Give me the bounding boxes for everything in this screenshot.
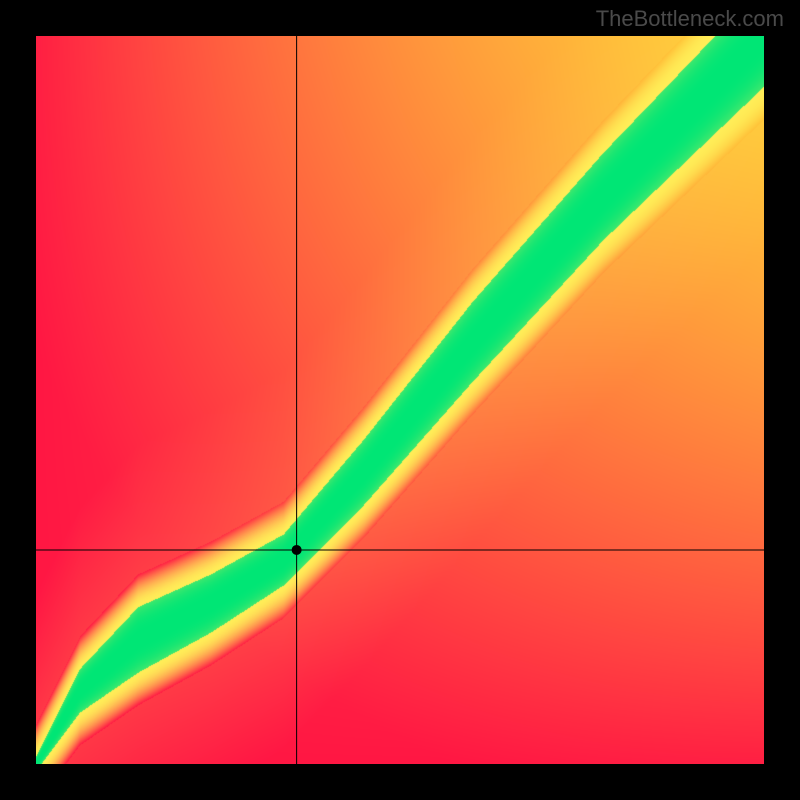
chart-container: TheBottleneck.com <box>0 0 800 800</box>
bottleneck-heatmap <box>36 36 764 764</box>
watermark-text: TheBottleneck.com <box>596 6 784 32</box>
